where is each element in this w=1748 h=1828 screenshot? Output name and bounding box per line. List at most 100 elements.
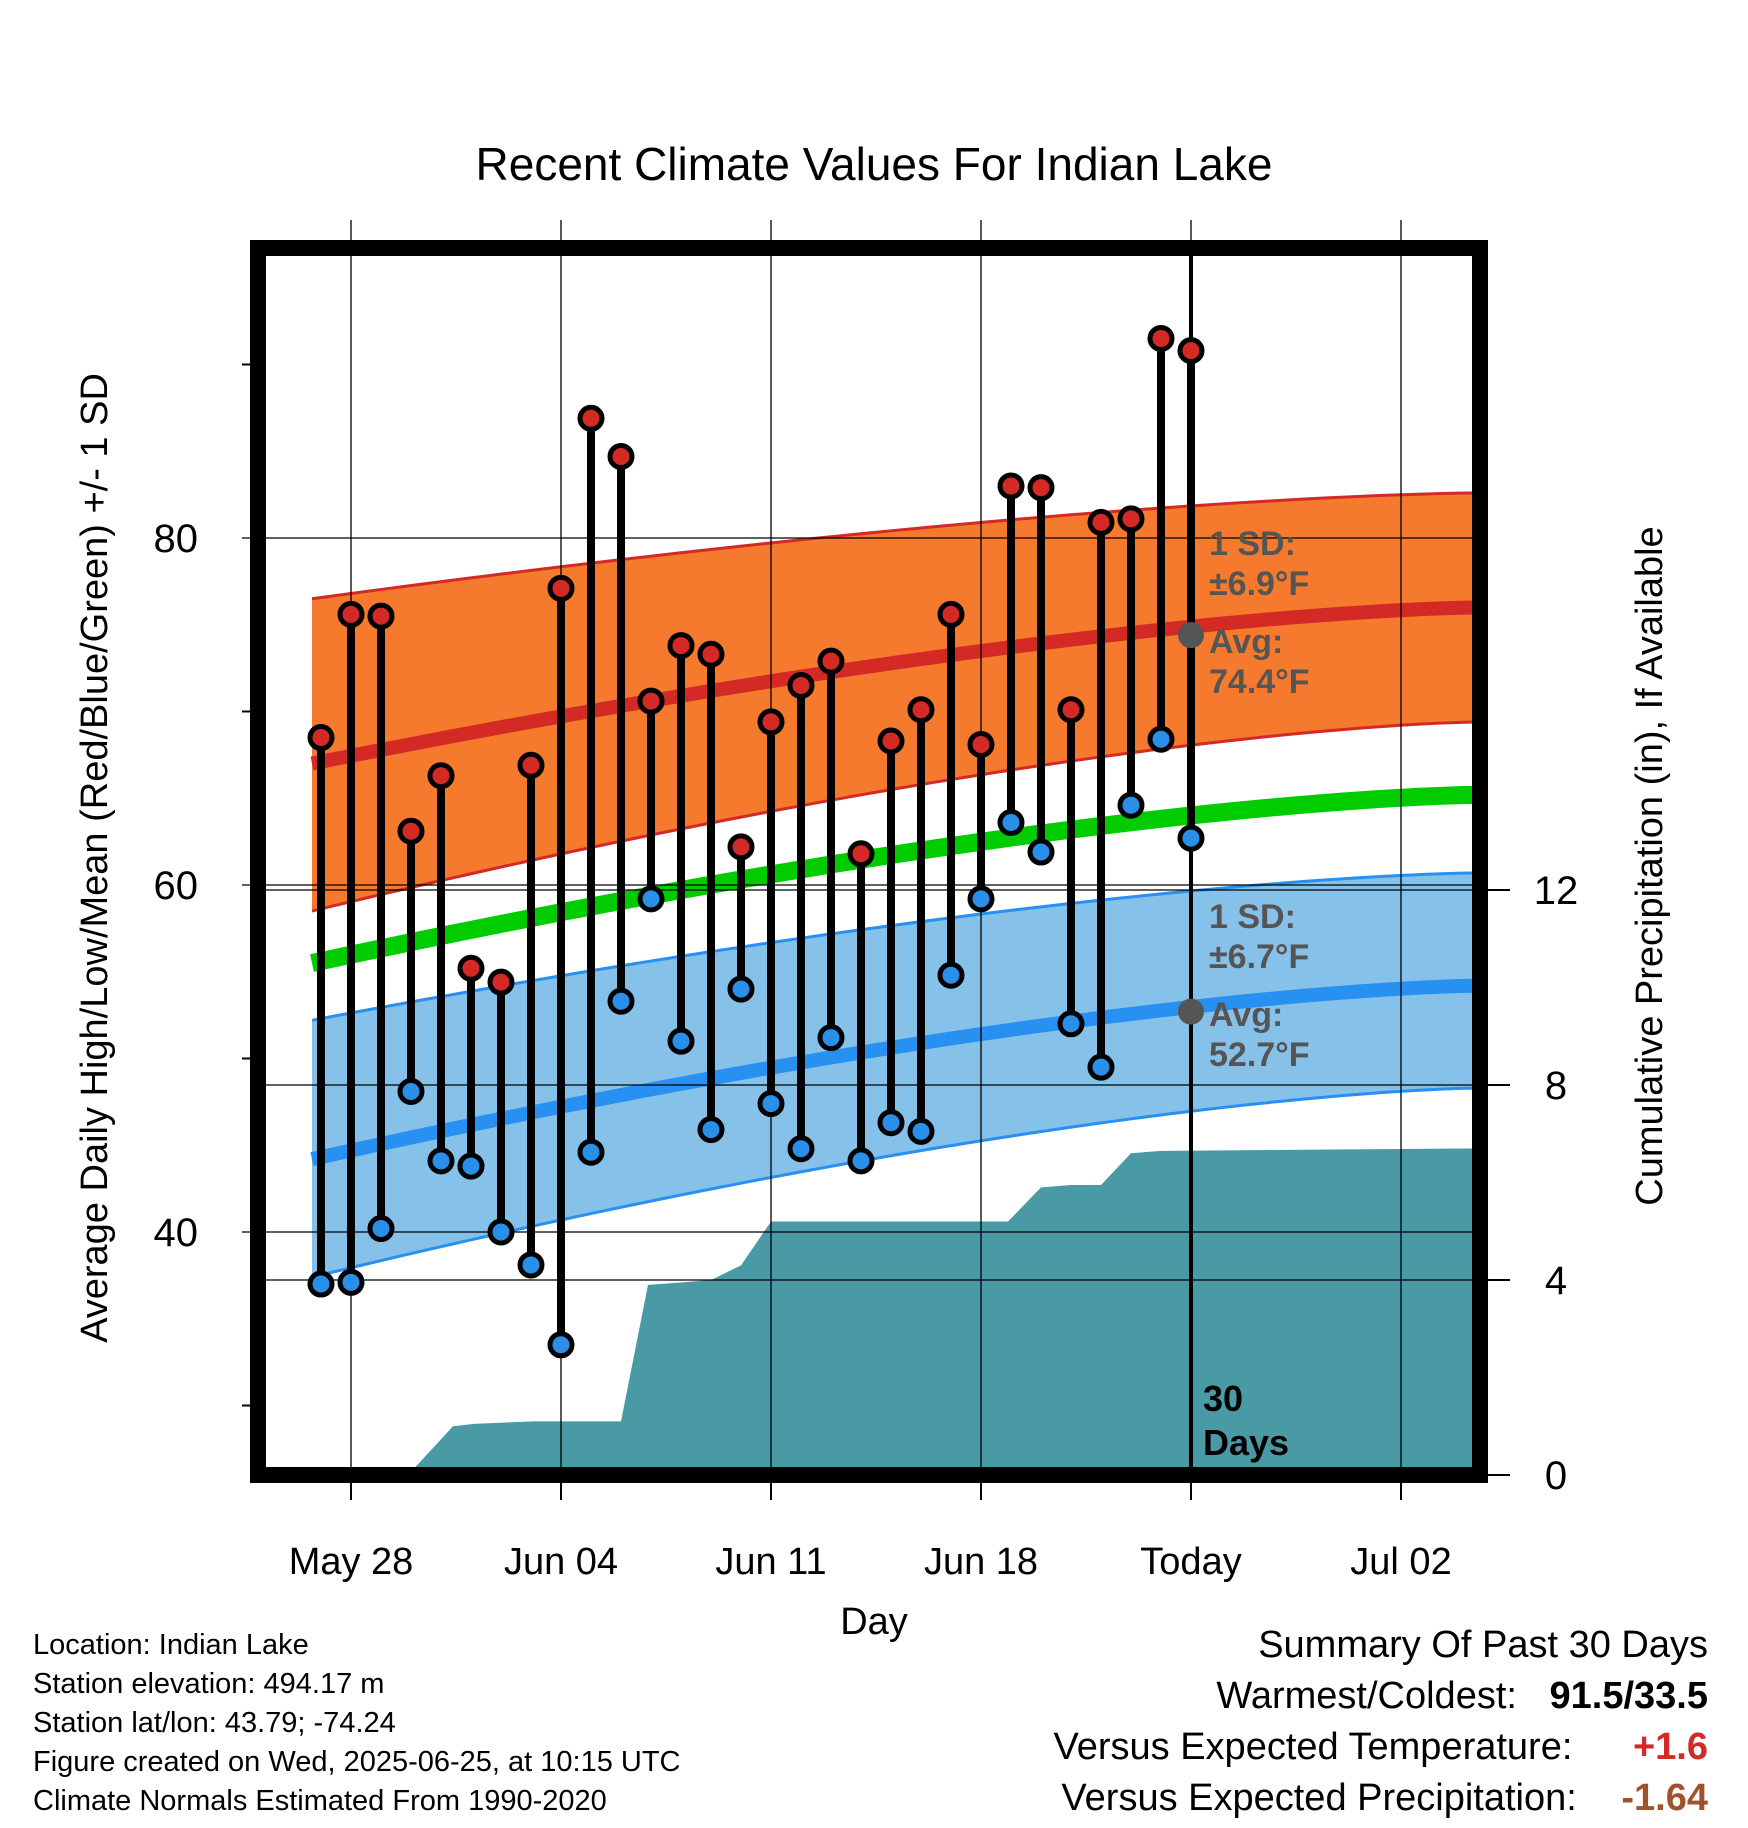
low-point-11 (637, 885, 665, 913)
low-avg-label: Avg: (1209, 996, 1283, 1034)
high-point-19 (877, 727, 905, 755)
x-tick-label-1: Jun 04 (504, 1541, 618, 1583)
mean-average-line (310, 785, 1481, 972)
high-point-29 (1177, 337, 1205, 365)
high-avg-value: 74.4°F (1209, 663, 1310, 701)
low-point-16 (787, 1135, 815, 1163)
y-right-tick-label-3: 12 (1534, 869, 1579, 913)
low-point-22 (967, 885, 995, 913)
low-point-27 (1117, 791, 1145, 819)
warm-cold-value: 91.5/33.5 (1549, 1675, 1708, 1717)
low-point-13 (697, 1116, 725, 1144)
y-right-tick-label-0: 0 (1545, 1454, 1567, 1498)
today-days-label-1: Days (1203, 1422, 1289, 1463)
low-point-3 (397, 1077, 425, 1105)
precip-deviation-value: -1.64 (1621, 1777, 1708, 1819)
high-sd-band-upper-edge (311, 491, 1481, 601)
low-point-24 (1027, 838, 1055, 866)
high-point-28 (1147, 324, 1175, 352)
low-avg-value: 52.7°F (1209, 1036, 1310, 1074)
plot-frame (250, 240, 1488, 1483)
high-point-16 (787, 671, 815, 699)
low-point-4 (427, 1147, 455, 1175)
high-point-24 (1027, 474, 1055, 502)
high-point-23 (997, 472, 1025, 500)
high-point-21 (937, 600, 965, 628)
high-point-5 (457, 954, 485, 982)
high-point-7 (517, 751, 545, 779)
location-text: Location: Indian Lake (33, 1629, 309, 1661)
low-sd-label: 1 SD: (1209, 898, 1296, 936)
high-point-27 (1117, 505, 1145, 533)
high-point-12 (667, 632, 695, 660)
summary-title: Summary Of Past 30 Days (1258, 1624, 1708, 1666)
precip-label: Versus Expected Precipitation: (1061, 1777, 1577, 1819)
low-sd-value: ±6.7°F (1209, 938, 1309, 976)
warm-cold-label: Warmest/Coldest: (1216, 1675, 1517, 1717)
x-tick-label-2: Jun 11 (715, 1541, 826, 1583)
summary-precip-row: Versus Expected Precipitation: -1.64 (1053, 1773, 1708, 1824)
high-point-0 (307, 724, 335, 752)
y-left-tick-label-2: 80 (154, 517, 199, 561)
high-point-17 (817, 647, 845, 675)
summary-temp-row: Versus Expected Temperature: +1.6 (1053, 1722, 1708, 1773)
low-point-2 (367, 1215, 395, 1243)
low-point-19 (877, 1109, 905, 1137)
summary-warm-cold-row: Warmest/Coldest: 91.5/33.5 (1053, 1671, 1708, 1722)
high-sd-value: ±6.9°F (1209, 565, 1309, 603)
temp-label: Versus Expected Temperature: (1053, 1726, 1573, 1768)
elevation-text: Station elevation: 494.17 m (33, 1668, 385, 1700)
low-point-21 (937, 961, 965, 989)
chart-title: Recent Climate Values For Indian Lake (476, 138, 1273, 190)
high-point-25 (1057, 696, 1085, 724)
low-point-10 (607, 987, 635, 1015)
y-left-tick-label-1: 60 (154, 864, 199, 908)
high-point-18 (847, 840, 875, 868)
y-right-tick-label-1: 4 (1545, 1259, 1567, 1303)
low-point-28 (1147, 725, 1175, 753)
high-point-4 (427, 762, 455, 790)
high-avg-label: Avg: (1209, 623, 1283, 661)
low-point-7 (517, 1251, 545, 1279)
low-point-29 (1177, 824, 1205, 852)
latlon-text: Station lat/lon: 43.79; -74.24 (33, 1707, 396, 1739)
high-sd-label: 1 SD: (1209, 525, 1296, 563)
low-point-26 (1087, 1053, 1115, 1081)
high-point-14 (727, 833, 755, 861)
high-point-15 (757, 708, 785, 736)
x-axis-label: Day (840, 1601, 908, 1643)
y-axis-right-label: Cumulative Precipitation (in), If Availa… (1629, 526, 1671, 1205)
low-average-line (310, 978, 1481, 1166)
temperature-series (307, 248, 1205, 1475)
low-point-14 (727, 975, 755, 1003)
axes: May 28 Jun 04 Jun 11 Jun 18 Today Jul 0240608… (154, 240, 1579, 1583)
y-right-tick-label-2: 8 (1545, 1064, 1567, 1108)
temp-deviation-value: +1.6 (1632, 1726, 1708, 1768)
summary-panel: Summary Of Past 30 Days Warmest/Coldest:… (1053, 1620, 1708, 1824)
high-point-8 (547, 574, 575, 602)
high-point-11 (637, 687, 665, 715)
high-point-10 (607, 442, 635, 470)
low-sd-band (312, 872, 1480, 1278)
y-axis-left-label: Average Daily High/Low/Mean (Red/Blue/Gr… (74, 373, 116, 1343)
high-point-2 (367, 602, 395, 630)
high-point-1 (337, 600, 365, 628)
high-point-9 (577, 404, 605, 432)
low-point-23 (997, 809, 1025, 837)
high-avg-marker (1178, 622, 1204, 649)
high-point-6 (487, 968, 515, 996)
created-text: Figure created on Wed, 2025-06-25, at 10… (33, 1746, 681, 1778)
low-point-6 (487, 1218, 515, 1246)
low-point-25 (1057, 1010, 1085, 1038)
low-point-12 (667, 1027, 695, 1055)
low-point-5 (457, 1152, 485, 1180)
low-point-18 (847, 1147, 875, 1175)
low-point-1 (337, 1268, 365, 1296)
high-average-line (310, 600, 1481, 771)
low-point-9 (577, 1138, 605, 1166)
x-tick-label-3: Jun 18 (924, 1541, 1038, 1583)
low-point-0 (307, 1270, 335, 1298)
high-point-20 (907, 696, 935, 724)
